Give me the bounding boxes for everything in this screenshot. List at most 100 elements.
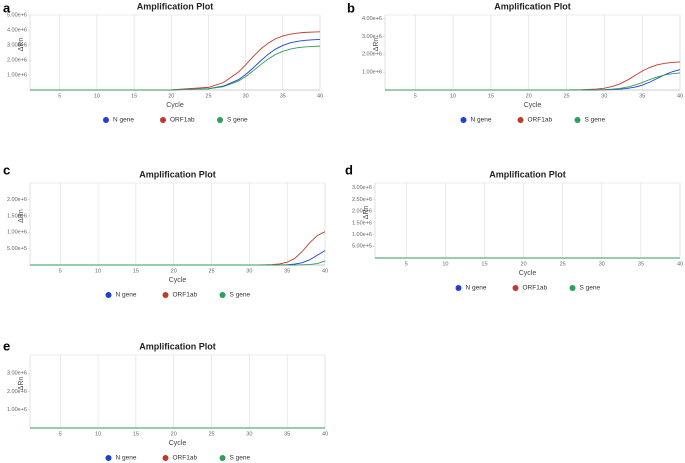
y-tick-label: 4.00e+6 xyxy=(362,16,382,22)
legend-label: ORF1ab xyxy=(170,117,195,124)
chart-title: Amplification Plot xyxy=(137,1,214,11)
panel-letter: d xyxy=(345,162,353,177)
legend-label: ORF1ab xyxy=(523,285,548,292)
y-tick-label: 2.50e+6 xyxy=(352,197,372,203)
x-tick-label: 10 xyxy=(442,261,448,267)
y-tick-label: 3.00e+6 xyxy=(7,42,27,48)
x-tick-label: 25 xyxy=(563,93,569,99)
legend-marker xyxy=(219,292,226,298)
x-tick-label: 25 xyxy=(560,261,566,267)
x-tick-label: 25 xyxy=(208,268,214,274)
y-tick-label: 5.00e+5 xyxy=(352,244,372,250)
x-tick-label: 10 xyxy=(95,268,101,274)
legend-label: N gene xyxy=(113,117,134,124)
series-line xyxy=(30,31,321,91)
x-tick-label: 20 xyxy=(168,93,174,99)
x-tick-label: 15 xyxy=(488,93,494,99)
x-tick-label: 10 xyxy=(95,431,101,437)
legend-marker xyxy=(219,455,226,461)
legend-marker xyxy=(105,292,112,298)
x-tick-label: 5 xyxy=(59,268,62,274)
y-axis-label: ΔRn xyxy=(363,206,370,220)
x-tick-label: 35 xyxy=(284,431,290,437)
x-tick-label: 15 xyxy=(481,261,487,267)
x-tick-label: 5 xyxy=(405,261,408,267)
legend-marker xyxy=(103,117,109,123)
legend-label: ORF1ab xyxy=(173,455,198,462)
x-tick-label: 20 xyxy=(171,431,177,437)
x-tick-label: 20 xyxy=(171,268,177,274)
x-tick-label: 30 xyxy=(246,431,252,437)
x-tick-label: 30 xyxy=(599,261,605,267)
legend-label: S gene xyxy=(580,285,601,292)
chart-title: Amplification Plot xyxy=(489,169,566,179)
y-tick-label: 4.00e+6 xyxy=(7,27,27,33)
series-line xyxy=(30,45,321,91)
x-tick-label: 25 xyxy=(208,431,214,437)
y-tick-label: 1.00e+6 xyxy=(7,230,27,236)
chart-title: Amplification Plot xyxy=(139,169,216,179)
panel-letter: b xyxy=(347,0,355,15)
x-tick-label: 35 xyxy=(280,93,286,99)
panel-letter: e xyxy=(3,338,10,353)
panel-letter: a xyxy=(3,0,11,15)
legend-marker xyxy=(569,285,576,291)
x-tick-label: 35 xyxy=(284,268,290,274)
x-tick-label: 25 xyxy=(205,93,211,99)
legend-label: S gene xyxy=(230,292,251,299)
legend-label: N gene xyxy=(116,292,137,299)
x-tick-label: 35 xyxy=(638,261,644,267)
legend-label: S gene xyxy=(230,455,251,462)
legend-marker xyxy=(460,117,467,123)
x-tick-label: 5 xyxy=(58,93,61,99)
x-tick-label: 20 xyxy=(526,93,532,99)
legend-marker xyxy=(162,455,169,461)
legend-label: ORF1ab xyxy=(173,292,198,299)
series-line xyxy=(30,250,326,266)
legend-label: ORF1ab xyxy=(528,117,553,124)
legend-marker xyxy=(574,117,581,123)
chart-title: Amplification Plot xyxy=(139,341,216,351)
legend-label: N gene xyxy=(471,117,492,124)
series-line xyxy=(385,72,681,91)
y-tick-label: 1.50e+6 xyxy=(352,220,372,226)
x-tick-label: 30 xyxy=(243,93,249,99)
y-axis-label: ΔRn xyxy=(373,38,380,52)
legend-marker xyxy=(217,117,223,123)
y-tick-label: 1.00e+6 xyxy=(7,407,27,413)
y-tick-label: 2.00e+6 xyxy=(7,197,27,203)
series-line xyxy=(385,61,681,91)
y-axis-label: ΔRn xyxy=(18,38,25,52)
x-tick-label: 5 xyxy=(59,431,62,437)
y-tick-label: 5.00e+6 xyxy=(7,12,27,18)
series-line xyxy=(30,260,326,266)
x-tick-label: 10 xyxy=(94,93,100,99)
y-tick-label: 2.00e+6 xyxy=(7,57,27,63)
x-axis-label: Cycle xyxy=(524,102,542,109)
y-axis-label: ΔRn xyxy=(18,209,25,223)
y-tick-label: 5.00e+5 xyxy=(7,246,27,252)
y-tick-label: 2.00e+6 xyxy=(7,389,27,395)
x-tick-label: 15 xyxy=(133,431,139,437)
y-axis-label: ΔRn xyxy=(18,377,25,391)
x-tick-label: 40 xyxy=(317,93,323,99)
y-tick-label: 2.00e+6 xyxy=(352,209,372,215)
legend-label: S gene xyxy=(227,117,248,124)
y-tick-label: 3.00e+6 xyxy=(7,371,27,377)
x-tick-label: 40 xyxy=(677,261,683,267)
x-tick-label: 30 xyxy=(246,268,252,274)
legend-marker xyxy=(512,285,519,291)
x-tick-label: 40 xyxy=(322,431,328,437)
x-tick-label: 5 xyxy=(414,93,417,99)
x-tick-label: 10 xyxy=(450,93,456,99)
legend-marker xyxy=(162,292,169,298)
chart-title: Amplification Plot xyxy=(494,1,571,11)
y-tick-label: 1.50e+6 xyxy=(7,213,27,219)
x-axis-label: Cycle xyxy=(169,440,187,447)
legend-marker xyxy=(105,455,112,461)
legend-marker xyxy=(455,285,462,291)
series-line xyxy=(30,231,326,266)
x-axis-label: Cycle xyxy=(169,277,187,284)
legend-marker xyxy=(160,117,166,123)
